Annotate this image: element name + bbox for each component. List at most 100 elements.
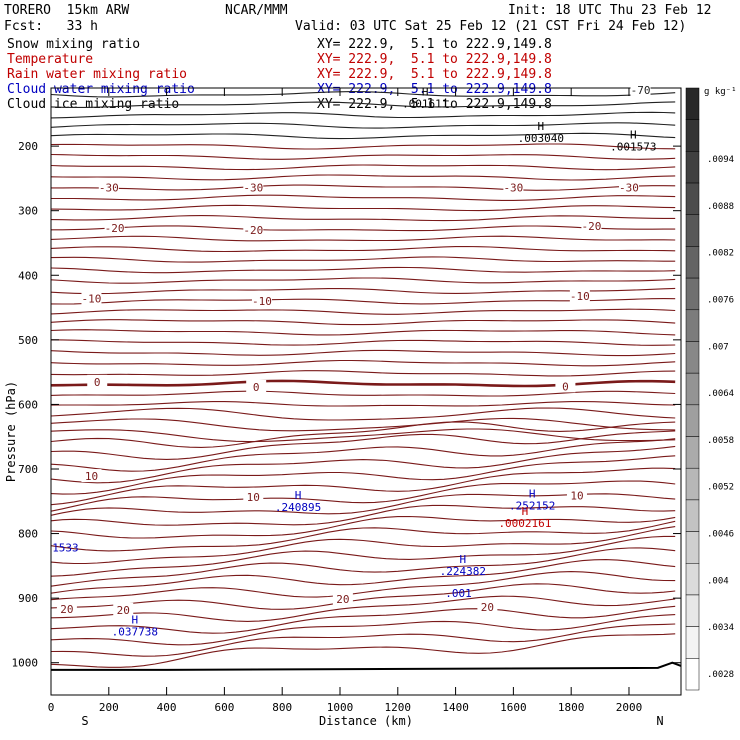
isotherm-line — [50, 547, 676, 587]
y-tick-label: 600 — [18, 398, 38, 411]
isotherm-line — [50, 339, 676, 346]
isotherm-label: -30 — [99, 181, 119, 194]
x-tick-label: 1000 — [327, 701, 354, 714]
colorbar-tick-label: .0046 — [707, 530, 734, 540]
extremum-value: .0002161 — [498, 517, 551, 530]
isotherm-line — [50, 204, 676, 212]
isotherm-line — [50, 132, 676, 140]
extremum-kind: H — [422, 85, 429, 98]
isotherm-label-bg — [581, 219, 602, 233]
colorbar-swatch — [685, 404, 700, 437]
isotherm-line — [50, 633, 676, 668]
legend-cloud-ice-xy: XY= 222.9, 5.1 to 222.9,149.8 — [317, 97, 552, 112]
colorbar-tick-label: .0064 — [707, 389, 734, 399]
colorbar-tick-label: .0052 — [707, 483, 734, 493]
isotherm-label-bg — [503, 180, 524, 194]
colorbar-tick-label: .007 — [707, 342, 729, 352]
isotherm-label-bg — [618, 180, 639, 194]
isotherm-line — [50, 164, 676, 171]
center-title: NCAR/MMM — [225, 3, 288, 18]
isotherm-line — [50, 605, 676, 634]
extremum-value: .001611 — [402, 97, 448, 110]
isotherm-line — [51, 225, 676, 232]
isotherm-line — [50, 421, 676, 448]
extremum-value: .001573 — [610, 141, 656, 154]
init-time: Init: 18 UTC Thu 23 Feb 12 — [508, 3, 712, 18]
valid-time: Valid: 03 UTC Sat 25 Feb 12 (21 CST Fri … — [295, 19, 687, 34]
isotherm-line — [50, 359, 676, 367]
isotherm-label: 10 — [85, 470, 98, 483]
isotherm-line — [50, 467, 676, 506]
colorbar-swatch — [685, 531, 700, 564]
isotherm-label: -20 — [243, 224, 263, 237]
isotherm-line — [50, 91, 676, 98]
isotherm-label-bg — [332, 591, 353, 605]
isotherm-line — [50, 329, 676, 336]
isotherm-line — [50, 256, 676, 263]
isotherm-label-bg — [566, 488, 587, 502]
colorbar-swatch — [685, 309, 700, 342]
isotherm-line — [50, 455, 676, 495]
colorbar-swatch — [685, 214, 700, 247]
isotherm-label: 10 — [570, 489, 583, 502]
colorbar-tick-label: .0028 — [707, 670, 734, 680]
plot-frame — [50, 87, 682, 696]
isotherm-label: 20 — [481, 601, 494, 614]
colorbar-swatch — [685, 563, 700, 596]
y-tick-label: 1000 — [12, 657, 39, 670]
plot-border — [50, 87, 682, 696]
legend-temperature-label: Temperature — [7, 52, 94, 67]
x-tick-label: 0 — [48, 701, 55, 714]
colorbar-swatch — [685, 87, 700, 120]
isotherm-label: -30 — [243, 181, 263, 194]
isotherm-line — [50, 319, 676, 326]
colorbar-swatch — [685, 182, 700, 215]
isotherm-line — [50, 235, 676, 242]
colorbar-swatch — [685, 119, 700, 152]
colorbar-swatch — [685, 246, 700, 279]
extremum-kind: H — [459, 553, 466, 566]
colorbar-swatch — [685, 658, 700, 691]
isotherm-line — [50, 535, 676, 577]
isotherm-label: 20 — [117, 604, 130, 617]
isotherm-line — [50, 370, 676, 377]
y-tick-label: 700 — [18, 463, 38, 476]
isotherm-line — [50, 390, 676, 397]
x-tick-label: 1600 — [500, 701, 527, 714]
isotherm-label-bg — [251, 294, 272, 308]
isotherm-line — [50, 520, 676, 552]
isotherm-line — [50, 583, 676, 610]
isotherm-line — [50, 623, 676, 657]
x-tick-label: 2000 — [616, 701, 643, 714]
extremum-kind: H — [295, 489, 302, 502]
y-tick-label: 800 — [18, 528, 38, 541]
isotherm-label: -20 — [581, 220, 601, 233]
isotherm-labels: -70 -30 -30 -30 -30 -20 -20 -20 -10 -10 -10 0 0 0 10 10… — [56, 82, 651, 617]
isotherm-label-bg — [81, 469, 102, 483]
colorbar-swatch — [685, 499, 700, 532]
isotherm-line — [50, 595, 676, 622]
colorbar-tick-label: .0058 — [707, 436, 734, 446]
colorbar-swatch — [685, 594, 700, 627]
isotherm-label: -10 — [252, 295, 272, 308]
isotherm-label-bg — [81, 291, 102, 305]
extremum-kind: H — [538, 120, 545, 133]
x-axis-title: Distance (km) — [319, 714, 413, 728]
extremum-value: .240895 — [275, 501, 321, 514]
isotherm-line — [50, 526, 676, 565]
colorbar-tick-label: .0094 — [707, 155, 734, 165]
y-tick-label: 300 — [18, 205, 38, 218]
isotherm-label: 10 — [247, 491, 260, 504]
y-axis-title: Pressure (hPa) — [4, 381, 18, 482]
forecast-hour: Fcst: 33 h — [4, 19, 98, 34]
isotherm-line — [50, 122, 676, 129]
isotherm-label-bg — [98, 180, 119, 194]
isotherm-label: -10 — [570, 290, 590, 303]
isotherm-line — [50, 445, 676, 484]
colorbar-swatch — [685, 341, 700, 374]
isotherm-line — [50, 515, 676, 539]
x-tick-label: 800 — [272, 701, 292, 714]
colorbar-swatch — [685, 277, 700, 311]
extremum-kind: H — [529, 488, 536, 501]
extremum-value: 1533 — [52, 542, 79, 555]
